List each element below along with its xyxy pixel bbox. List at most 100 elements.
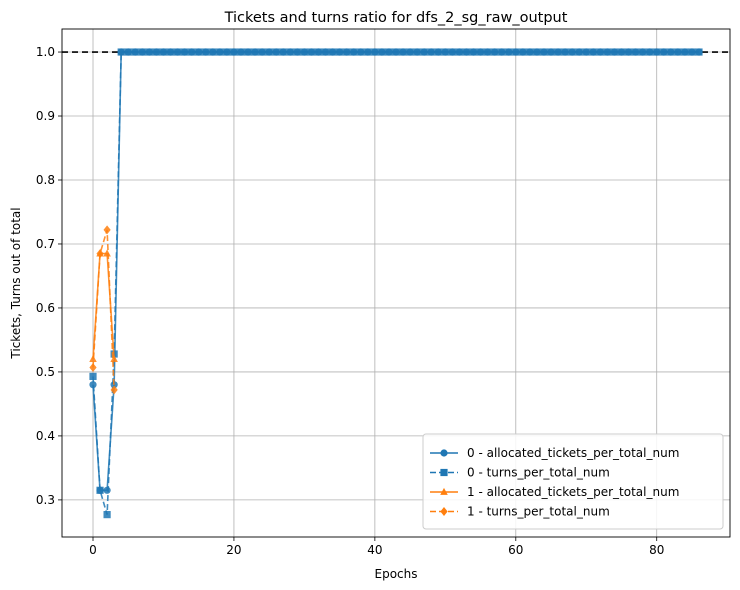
data-point: [596, 48, 604, 56]
data-point: [124, 48, 132, 56]
data-point: [223, 48, 231, 56]
x-tick-label: 80: [649, 543, 664, 557]
data-point: [610, 48, 619, 56]
data-point: [103, 249, 111, 257]
legend-marker: [440, 449, 448, 457]
x-tick-label: 0: [89, 543, 97, 557]
data-point: [251, 48, 259, 56]
data-point: [96, 249, 104, 257]
y-axis-label: Tickets, Turns out of total: [9, 207, 23, 359]
data-point: [427, 48, 435, 56]
data-point: [343, 48, 351, 56]
data-point: [244, 48, 252, 56]
data-point: [286, 48, 294, 56]
x-tick-label: 60: [508, 543, 523, 557]
y-tick-label: 0.8: [36, 173, 55, 187]
data-point: [173, 48, 182, 56]
data-point: [357, 48, 365, 56]
data-point: [293, 48, 301, 56]
data-point: [688, 48, 696, 56]
data-point: [695, 48, 703, 56]
data-point: [392, 48, 400, 56]
y-tick-label: 0.9: [36, 109, 55, 123]
data-point: [413, 48, 421, 56]
data-point: [631, 48, 640, 56]
legend-label: 1 - allocated_tickets_per_total_num: [467, 485, 679, 499]
data-point: [279, 48, 287, 56]
legend-label: 1 - turns_per_total_num: [467, 505, 610, 519]
data-point: [512, 48, 520, 56]
data-point: [484, 48, 492, 56]
data-point: [526, 48, 534, 56]
data-point: [575, 48, 583, 56]
data-point: [336, 48, 344, 56]
legend-marker: [440, 507, 448, 516]
y-tick-label: 1.0: [36, 45, 55, 59]
x-tick-label: 40: [367, 543, 382, 557]
data-point: [674, 48, 682, 56]
data-point: [131, 48, 139, 56]
data-point: [505, 48, 513, 56]
legend-items: 0 - allocated_tickets_per_total_num 0 - t…: [430, 446, 679, 519]
data-point: [328, 48, 337, 56]
series-0: [89, 48, 703, 494]
data-point: [110, 385, 118, 395]
data-point: [378, 48, 386, 56]
data-point: [110, 354, 118, 363]
data-point: [89, 362, 97, 372]
data-point: [519, 48, 527, 56]
plot-frame: [61, 28, 731, 538]
data-point: [406, 48, 414, 56]
data-point: [554, 48, 562, 56]
data-point: [667, 48, 675, 56]
data-point: [300, 48, 308, 56]
data-point: [434, 48, 442, 56]
data-point: [89, 372, 97, 381]
data-point: [265, 48, 273, 56]
data-point: [159, 48, 168, 56]
legend-label: 0 - turns_per_total_num: [467, 466, 610, 480]
data-point: [138, 48, 146, 56]
legend: 0 - allocated_tickets_per_total_num 0 - t…: [422, 433, 724, 530]
data-point: [681, 48, 689, 56]
data-point: [646, 48, 654, 56]
data-point: [181, 48, 189, 56]
x-tick-label: 20: [226, 543, 241, 557]
data-point: [237, 48, 245, 56]
data-point: [603, 48, 611, 56]
data-point: [469, 48, 478, 56]
data-point: [103, 225, 111, 235]
data-point: [533, 48, 541, 56]
data-point: [540, 48, 548, 56]
data-point: [660, 48, 668, 56]
y-tick-label: 0.6: [36, 301, 55, 315]
y-tick-label: 0.7: [36, 237, 55, 251]
data-point: [152, 48, 161, 56]
legend-marker: [440, 468, 448, 477]
y-tick-label: 0.5: [36, 365, 55, 379]
data-point: [547, 48, 555, 56]
data-point: [448, 48, 456, 56]
data-point: [589, 48, 597, 56]
x-axis-label: Epochs: [375, 567, 418, 581]
data-point: [202, 48, 210, 56]
data-point: [498, 48, 506, 56]
data-point: [624, 48, 633, 56]
legend-marker: [440, 487, 448, 495]
data-point: [582, 48, 590, 56]
data-point: [364, 48, 372, 56]
series-line: [92, 252, 115, 360]
data-point: [166, 48, 175, 56]
data-point: [117, 48, 125, 56]
data-point: [350, 48, 358, 56]
data-point: [145, 48, 153, 56]
data-point: [195, 48, 203, 56]
series-2: [89, 249, 118, 363]
data-point: [420, 48, 428, 56]
x-ticks: 0 20 40 60 80: [89, 537, 664, 557]
data-point: [441, 48, 449, 56]
data-point: [371, 48, 379, 56]
data-point: [314, 48, 323, 56]
data-point: [96, 486, 104, 494]
y-ticks: 0.3 0.4 0.5 0.6 0.7 0.8 0.9 1.0: [36, 45, 62, 507]
